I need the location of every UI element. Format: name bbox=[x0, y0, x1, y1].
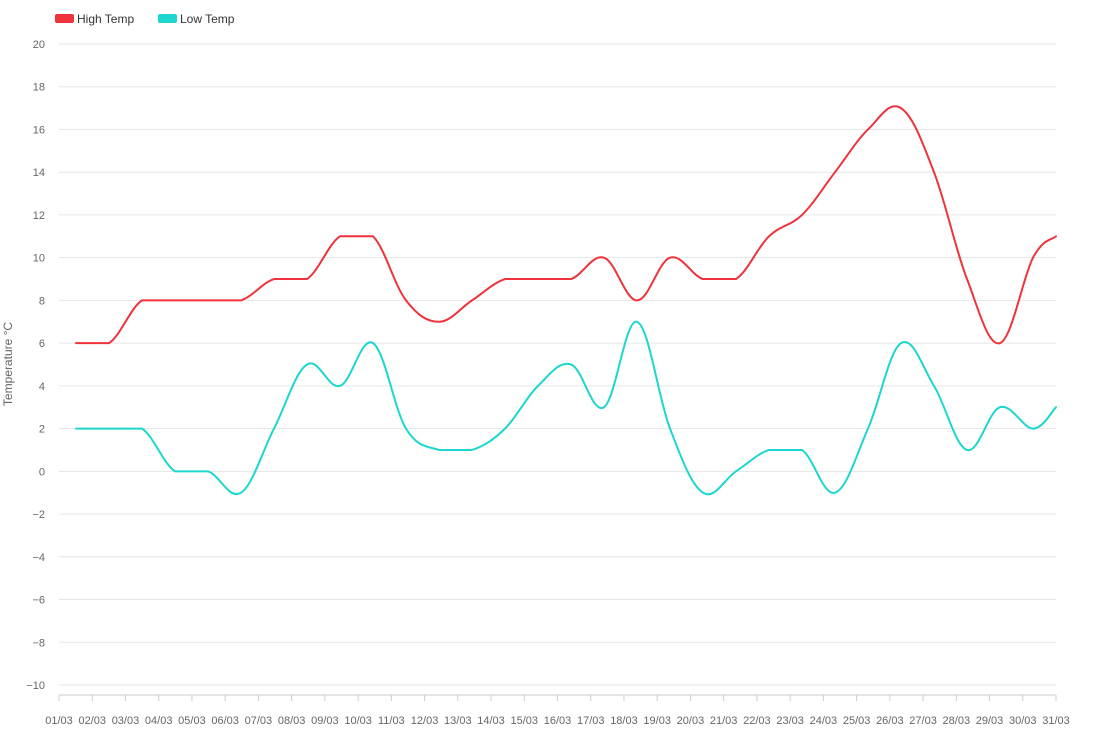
x-tick-label: 13/03 bbox=[444, 715, 472, 727]
x-tick-label: 02/03 bbox=[78, 715, 106, 727]
x-tick-label: 22/03 bbox=[743, 715, 771, 727]
y-tick-label: −8 bbox=[32, 637, 45, 649]
y-tick-label: 8 bbox=[39, 295, 45, 307]
x-tick-label: 06/03 bbox=[211, 715, 239, 727]
x-tick-label: 11/03 bbox=[378, 715, 405, 727]
gridlines bbox=[59, 43, 1056, 686]
legend-label-low-temp: Low Temp bbox=[180, 12, 235, 26]
x-tick-label: 10/03 bbox=[344, 715, 372, 727]
x-tick-label: 07/03 bbox=[245, 715, 273, 727]
series-line-low-temp bbox=[75, 320, 1057, 496]
x-tick-label: 03/03 bbox=[112, 715, 140, 727]
y-tick-label: 18 bbox=[33, 82, 45, 94]
y-tick-label: 4 bbox=[39, 381, 45, 393]
legend: High Temp Low Temp bbox=[55, 12, 235, 26]
y-axis-title: Temperature °C bbox=[1, 322, 15, 406]
x-tick-label: 19/03 bbox=[643, 715, 671, 727]
y-tick-label: 2 bbox=[39, 424, 45, 436]
x-tick-label: 26/03 bbox=[876, 715, 904, 727]
legend-swatch-high-temp bbox=[55, 14, 74, 23]
y-tick-label: 10 bbox=[33, 253, 45, 265]
x-tick-label: 18/03 bbox=[610, 715, 638, 727]
y-tick-label: −4 bbox=[32, 552, 45, 564]
y-tick-label: −6 bbox=[32, 595, 45, 607]
y-tick-label: −2 bbox=[32, 509, 45, 521]
x-tick-label: 27/03 bbox=[909, 715, 937, 727]
x-tick-label: 31/03 bbox=[1042, 715, 1070, 727]
y-axis-ticks: −10 −8 −6 −4 −2 0 2 4 6 8 10 12 14 16 18 20 bbox=[26, 39, 45, 692]
x-tick-label: 29/03 bbox=[976, 715, 1004, 727]
y-tick-label: 14 bbox=[33, 167, 45, 179]
legend-item-high-temp[interactable]: High Temp bbox=[55, 12, 134, 26]
x-tick-label: 04/03 bbox=[145, 715, 173, 727]
y-tick-label: 6 bbox=[39, 338, 45, 350]
x-tick-label: 24/03 bbox=[810, 715, 838, 727]
y-tick-label: 0 bbox=[39, 466, 45, 478]
series-lines bbox=[75, 105, 1057, 496]
series-line-high-temp bbox=[75, 105, 1057, 345]
legend-swatch-low-temp bbox=[158, 14, 177, 23]
x-tick-label: 25/03 bbox=[843, 715, 871, 727]
x-tick-label: 17/03 bbox=[577, 715, 605, 727]
legend-label-high-temp: High Temp bbox=[77, 12, 134, 26]
legend-item-low-temp[interactable]: Low Temp bbox=[158, 12, 235, 26]
x-tick-label: 20/03 bbox=[677, 715, 705, 727]
x-tick-label: 23/03 bbox=[776, 715, 804, 727]
x-tick-label: 01/03 bbox=[45, 715, 73, 727]
x-tick-label: 30/03 bbox=[1009, 715, 1037, 727]
x-tick-label: 21/03 bbox=[710, 715, 738, 727]
x-tick-label: 05/03 bbox=[178, 715, 206, 727]
x-tick-label: 28/03 bbox=[943, 715, 971, 727]
x-tick-label: 09/03 bbox=[311, 715, 339, 727]
x-axis-ticks: 01/03 02/03 03/03 04/03 05/03 06/03 07/03 08/03… bbox=[45, 695, 1070, 727]
x-tick-label: 12/03 bbox=[411, 715, 439, 727]
y-tick-label: 16 bbox=[33, 124, 45, 136]
x-tick-label: 08/03 bbox=[278, 715, 306, 727]
x-tick-label: 14/03 bbox=[477, 715, 505, 727]
x-tick-label: 16/03 bbox=[544, 715, 572, 727]
y-tick-label: 12 bbox=[33, 210, 45, 222]
y-tick-label: 20 bbox=[33, 39, 45, 51]
y-tick-label: −10 bbox=[26, 680, 45, 692]
x-tick-label: 15/03 bbox=[511, 715, 539, 727]
